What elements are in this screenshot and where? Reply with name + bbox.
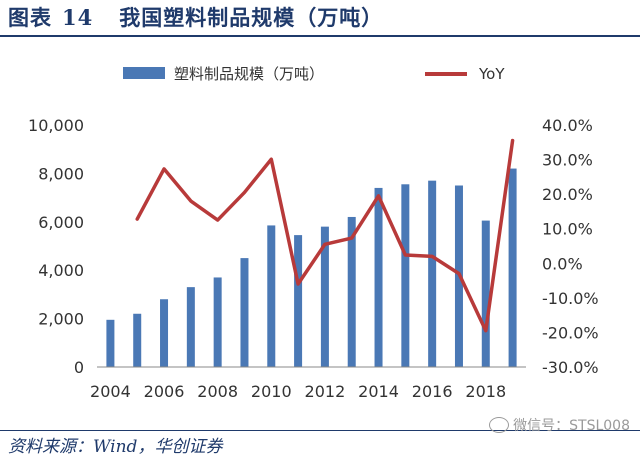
bar-2007 [186, 287, 195, 367]
x-tick-label: 2018 [465, 382, 506, 401]
figure-caption: 我国塑料制品规模（万吨） [119, 5, 384, 30]
bar-2012 [320, 226, 329, 367]
bar-2016 [428, 180, 437, 367]
bar-2014 [374, 187, 383, 367]
x-tick-label: 2014 [358, 382, 399, 401]
bar-2010 [267, 225, 276, 367]
bar-2015 [401, 184, 410, 367]
y-right-tick-label: 10.0% [542, 220, 593, 239]
x-tick-label: 2008 [197, 382, 238, 401]
y-left-tick-label: 4,000 [38, 261, 84, 280]
watermark: 微信号：STSL008 [489, 415, 630, 435]
watermark-text: 微信号：STSL008 [513, 418, 630, 434]
y-left-tick-label: 2,000 [38, 310, 84, 329]
legend-bar-label: 塑料制品规模（万吨） [174, 65, 324, 83]
bar-2008 [213, 277, 222, 367]
y-left-tick-label: 6,000 [38, 213, 84, 232]
bar-2013 [347, 216, 356, 367]
x-axis: 2004 2006 2008 2010 2012 2014 2016 2018 [90, 366, 526, 401]
y-left-tick-label: 8,000 [38, 164, 84, 183]
y-right-tick-label: 40.0% [542, 116, 593, 135]
bar-series [106, 168, 517, 367]
bar-2005 [133, 313, 142, 367]
bar-2004 [106, 319, 115, 367]
legend-line-label: YoY [478, 65, 505, 83]
x-tick-label: 2004 [90, 382, 131, 401]
legend-bar-swatch [123, 67, 165, 79]
source-note: 资料来源：Wind，华创证券 [8, 437, 223, 457]
legend: 塑料制品规模（万吨） YoY [123, 65, 505, 83]
x-tick-label: 2012 [305, 382, 346, 401]
y-right-tick-label: -30.0% [542, 358, 599, 377]
bottom-rule [0, 430, 640, 431]
y-right-tick-label: 20.0% [542, 185, 593, 204]
y-axis-left: 0 2,000 4,000 6,000 8,000 10,000 [28, 116, 84, 377]
bar-2009 [240, 258, 249, 367]
figure-number: 14 [62, 5, 94, 30]
wechat-icon [489, 417, 510, 433]
y-right-tick-label: 0.0% [542, 254, 583, 273]
y-axis-right: -30.0% -20.0% -10.0% 0.0% 10.0% 20.0% 30.0% 40.… [542, 116, 599, 377]
x-tick-label: 2010 [251, 382, 292, 401]
y-right-tick-label: -10.0% [542, 289, 599, 308]
y-left-tick-label: 0 [74, 358, 84, 377]
x-tick-label: 2006 [144, 382, 185, 401]
bar-2019 [508, 168, 517, 367]
x-tick-label: 2016 [412, 382, 453, 401]
title-rule [0, 35, 640, 37]
line-series [135, 138, 515, 333]
chart: 塑料制品规模（万吨） YoY 0 2,000 4,000 6,000 8,000 10,00… [28, 65, 599, 401]
bar-2011 [294, 235, 303, 367]
figure-title: 图表 14 我国塑料制品规模（万吨） [8, 2, 383, 32]
y-left-tick-label: 10,000 [28, 116, 84, 135]
bar-2018 [481, 220, 490, 367]
figure-label: 图表 [8, 5, 52, 30]
y-right-tick-label: 30.0% [542, 151, 593, 170]
y-right-tick-label: -20.0% [542, 323, 599, 342]
bar-2006 [160, 299, 169, 367]
